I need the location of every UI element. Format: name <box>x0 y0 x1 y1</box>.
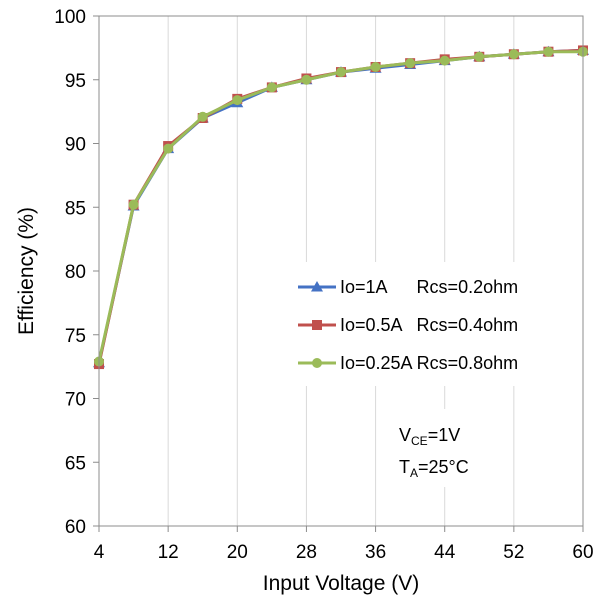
x-tick-label-7: 60 <box>572 542 593 563</box>
annotation-box: VCE=1V TA=25°C <box>386 409 498 487</box>
x-tick-label-6: 52 <box>503 542 524 563</box>
legend-item-2[interactable]: Io=0.25A Rcs=0.8ohm <box>298 353 518 373</box>
y-axis-title: Efficiency (%) <box>15 207 38 335</box>
legend-swatch-marker-1 <box>312 320 322 330</box>
series-2 <box>94 46 588 367</box>
series-2-point-6 <box>301 74 312 85</box>
series-2-point-10 <box>439 55 450 66</box>
legend-swatch-marker-2 <box>312 358 322 368</box>
series-2-point-7 <box>336 67 346 78</box>
y-tick-label-6: 90 <box>65 135 86 156</box>
x-tick-label-2: 20 <box>227 542 248 563</box>
x-tick-labels: 4 12 20 28 36 44 52 60 <box>94 526 594 563</box>
legend-swatch-marker-0 <box>311 281 323 292</box>
y-tick-label-8: 100 <box>54 7 86 28</box>
annotation-vce: VCE=1V <box>399 425 460 448</box>
x-tick-label-5: 44 <box>434 542 456 563</box>
x-tick-label-1: 12 <box>158 542 179 563</box>
series-2-point-4 <box>232 95 243 106</box>
series-2-point-5 <box>266 82 277 93</box>
series-2-point-1 <box>128 199 139 210</box>
x-tick-label-0: 4 <box>94 542 105 563</box>
annotation-ta: TA=25°C <box>399 457 469 480</box>
series-2-point-13 <box>543 46 554 57</box>
legend-label-2: Io=0.25A Rcs=0.8ohm <box>340 353 518 373</box>
y-tick-label-1: 65 <box>65 453 86 474</box>
y-tick-label-2: 70 <box>65 390 86 411</box>
series-2-point-9 <box>405 58 416 69</box>
series-layer <box>93 44 589 370</box>
y-tick-label-4: 80 <box>65 262 86 283</box>
series-2-point-11 <box>474 51 485 62</box>
x-tick-label-4: 36 <box>365 542 386 563</box>
legend[interactable]: Io=1A Rcs=0.2ohm Io=0.5A Rcs=0.4ohm Io=0.2… <box>288 262 566 386</box>
annotation-background <box>386 409 498 487</box>
y-tick-label-7: 95 <box>65 71 86 92</box>
series-2-point-3 <box>197 111 208 122</box>
legend-label-1: Io=0.5A Rcs=0.4ohm <box>340 315 518 335</box>
series-2-point-8 <box>370 62 381 72</box>
legend-item-1[interactable]: Io=0.5A Rcs=0.4ohm <box>298 315 518 335</box>
annotation-ta-sub: A <box>410 466 418 480</box>
legend-item-0[interactable]: Io=1A Rcs=0.2ohm <box>298 277 518 297</box>
series-2-point-12 <box>508 49 519 60</box>
x-tick-label-3: 28 <box>296 542 317 563</box>
annotation-vce-base: V <box>399 425 411 445</box>
legend-label-0: Io=1A Rcs=0.2ohm <box>340 277 518 297</box>
annotation-ta-rest: =25°C <box>418 457 469 477</box>
annotation-ta-base: T <box>399 457 410 477</box>
y-tick-label-0: 60 <box>65 517 86 538</box>
y-tick-labels: 60 65 70 75 80 85 90 95 100 <box>54 7 99 538</box>
series-2-point-2 <box>163 143 174 154</box>
y-tick-label-3: 75 <box>65 326 86 347</box>
annotation-vce-sub: CE <box>411 434 428 448</box>
x-axis-title: Input Voltage (V) <box>263 572 419 595</box>
annotation-vce-rest: =1V <box>428 425 461 445</box>
y-tick-label-5: 85 <box>65 198 86 219</box>
